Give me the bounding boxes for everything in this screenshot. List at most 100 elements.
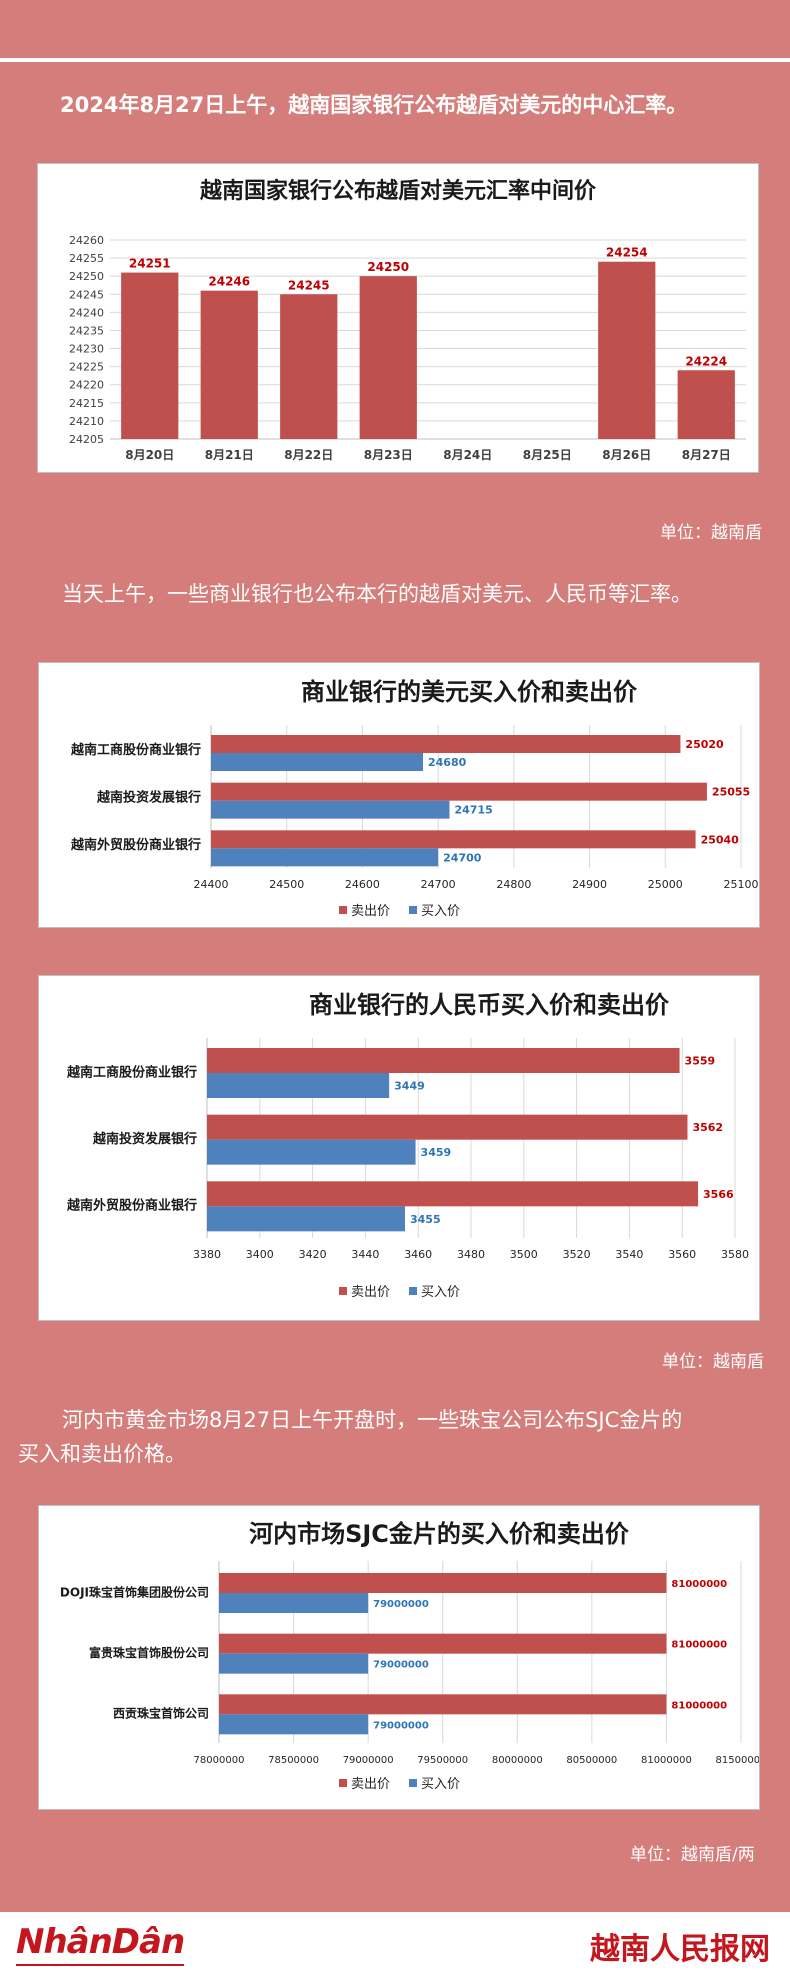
category-label: 西贡珠宝首饰公司 <box>113 1706 209 1721</box>
x-tick-label: 25100 <box>724 878 759 891</box>
category-label: 越南投资发展银行 <box>92 1131 197 1147</box>
bar <box>207 1048 680 1073</box>
legend-label: 买入价 <box>421 904 460 919</box>
data-label: 3566 <box>703 1188 734 1201</box>
y-tick-label: 24240 <box>69 306 104 319</box>
data-label: 24254 <box>606 246 648 260</box>
category-label: DOJI珠宝首饰集团股份公司 <box>60 1584 209 1599</box>
x-tick-label: 81000000 <box>641 1755 692 1766</box>
x-tick-label: 8月22日 <box>284 448 333 462</box>
chart-svg: 越南国家银行公布越盾对美元汇率中间价 24205 24210 24215 24220 24… <box>69 178 746 462</box>
bar <box>207 1073 390 1098</box>
x-tick-label: 8月21日 <box>205 448 254 462</box>
x-tick-label: 3400 <box>246 1248 274 1261</box>
data-label: 3459 <box>421 1146 452 1159</box>
data-label: 81000000 <box>671 1700 727 1711</box>
bar <box>207 1114 688 1140</box>
data-label: 24700 <box>443 851 482 864</box>
x-tick-label: 3380 <box>193 1248 221 1261</box>
x-tick-label: 3460 <box>404 1248 432 1261</box>
legend-label: 卖出价 <box>351 904 390 919</box>
nhandan-logo[interactable]: NhânDân <box>16 1922 185 1966</box>
data-label: 3562 <box>692 1121 723 1134</box>
data-label: 24251 <box>129 257 171 271</box>
data-label: 79000000 <box>373 1599 429 1610</box>
category-label: 富贵珠宝首饰股份公司 <box>89 1645 209 1660</box>
category-label: 越南工商股份商业银行 <box>70 742 201 758</box>
chart-svg: 商业银行的美元买入价和卖出价 24400 24500 24600 24700 24800 2… <box>70 678 759 919</box>
bar <box>211 735 681 753</box>
site-name-logo[interactable]: 越南人民报网 <box>590 1932 770 1967</box>
bar <box>219 1633 667 1654</box>
category-label: 越南投资发展银行 <box>96 790 201 806</box>
x-tick-label: 24700 <box>421 878 456 891</box>
bar <box>677 370 735 439</box>
data-label: 25055 <box>712 786 750 799</box>
usd-bank-chart: 商业银行的美元买入价和卖出价 24400 24500 24600 24700 24800 2… <box>38 662 760 928</box>
data-label: 79000000 <box>373 1720 429 1731</box>
chart-title: 商业银行的美元买入价和卖出价 <box>301 678 638 706</box>
legend-swatch <box>339 1287 347 1295</box>
data-label: 24224 <box>685 354 727 368</box>
chart-title: 越南国家银行公布越盾对美元汇率中间价 <box>199 178 597 204</box>
data-label: 24715 <box>455 804 493 817</box>
y-tick-label: 24220 <box>69 379 104 392</box>
x-tick-label: 3420 <box>299 1248 327 1261</box>
data-label: 24246 <box>208 275 250 289</box>
x-tick-label: 80000000 <box>492 1755 543 1766</box>
bar <box>121 272 179 439</box>
y-tick-label: 24215 <box>69 397 104 410</box>
x-tick-label: 81500000 <box>716 1755 759 1766</box>
cny-bank-chart: 商业银行的人民币买入价和卖出价 3380 3400 3420 3440 3460 3480 3… <box>38 975 760 1321</box>
bar <box>200 290 258 439</box>
bar <box>211 800 450 819</box>
bar <box>207 1181 699 1207</box>
bar <box>280 294 338 439</box>
bar <box>211 848 439 867</box>
x-tick-label: 25000 <box>648 878 683 891</box>
y-tick-label: 24230 <box>69 343 104 356</box>
category-label: 越南外贸股份商业银行 <box>66 1198 197 1214</box>
chart-svg: 河内市场SJC金片的买入价和卖出价 78000000 78500000 7900000… <box>60 1520 759 1792</box>
x-tick-label: 3440 <box>351 1248 379 1261</box>
y-tick-label: 24210 <box>69 415 104 428</box>
top-divider <box>0 58 790 62</box>
bar <box>207 1139 416 1165</box>
category-label: 越南外贸股份商业银行 <box>70 837 201 853</box>
legend-label: 卖出价 <box>351 1285 390 1300</box>
intro-text: 2024年8月27日上午，越南国家银行公布越盾对美元的中心汇率。 <box>60 93 688 117</box>
para2-text: 当天上午，一些商业银行也公布本行的越盾对美元、人民币等汇率。 <box>62 582 692 606</box>
bar <box>211 782 707 801</box>
x-tick-label: 24600 <box>345 878 380 891</box>
bar <box>211 830 696 849</box>
bar <box>598 261 656 439</box>
data-label: 24680 <box>428 756 467 769</box>
category-label: 越南工商股份商业银行 <box>66 1064 197 1080</box>
data-label: 25040 <box>701 833 740 846</box>
data-label: 24245 <box>288 278 330 292</box>
legend-swatch <box>409 1287 417 1295</box>
x-tick-label: 8月24日 <box>443 448 492 462</box>
legend-swatch <box>409 1779 417 1787</box>
unit-label-1: 单位：越南盾 <box>660 523 762 543</box>
data-label: 3559 <box>685 1055 716 1068</box>
footer: NhânDân 越南人民报网 <box>0 1912 790 1975</box>
x-tick-label: 24400 <box>194 878 229 891</box>
legend-swatch <box>339 906 347 914</box>
data-label: 79000000 <box>373 1660 429 1671</box>
legend-label: 卖出价 <box>351 1777 390 1792</box>
bar <box>219 1593 369 1613</box>
y-tick-label: 24245 <box>69 288 104 301</box>
legend-label: 买入价 <box>421 1285 460 1300</box>
y-tick-label: 24260 <box>69 234 104 247</box>
chart-title: 河内市场SJC金片的买入价和卖出价 <box>249 1520 630 1548</box>
legend-swatch <box>339 1779 347 1787</box>
x-tick-label: 3520 <box>563 1248 591 1261</box>
unit-label-2: 单位：越南盾 <box>662 1352 764 1372</box>
x-tick-label: 24500 <box>269 878 304 891</box>
x-tick-label: 3580 <box>721 1248 749 1261</box>
legend-label: 买入价 <box>421 1777 460 1792</box>
central-rate-chart: 越南国家银行公布越盾对美元汇率中间价 24205 24210 24215 24220 24… <box>37 163 759 473</box>
bar <box>219 1694 667 1715</box>
para3-line2: 买入和卖出价格。 <box>18 1442 186 1466</box>
